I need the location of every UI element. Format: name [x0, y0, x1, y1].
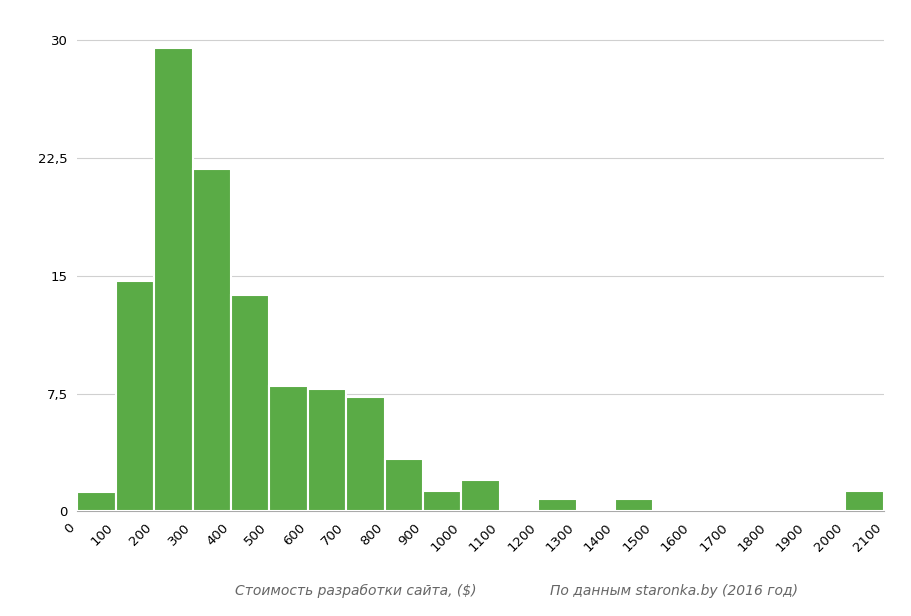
Bar — [116, 280, 154, 511]
Text: По данным staronka.by (2016 год): По данным staronka.by (2016 год) — [550, 583, 798, 598]
Bar — [154, 48, 192, 511]
Bar — [192, 169, 231, 511]
Bar — [615, 499, 653, 511]
Bar — [346, 397, 384, 511]
Bar — [77, 492, 116, 511]
Bar — [461, 480, 500, 511]
Bar — [384, 460, 423, 511]
Bar — [845, 491, 884, 511]
Text: Стоимость разработки сайта, ($): Стоимость разработки сайта, ($) — [234, 583, 476, 598]
Bar — [423, 491, 461, 511]
Bar — [308, 389, 346, 511]
Bar — [270, 386, 308, 511]
Bar — [538, 499, 577, 511]
Bar — [231, 294, 270, 511]
